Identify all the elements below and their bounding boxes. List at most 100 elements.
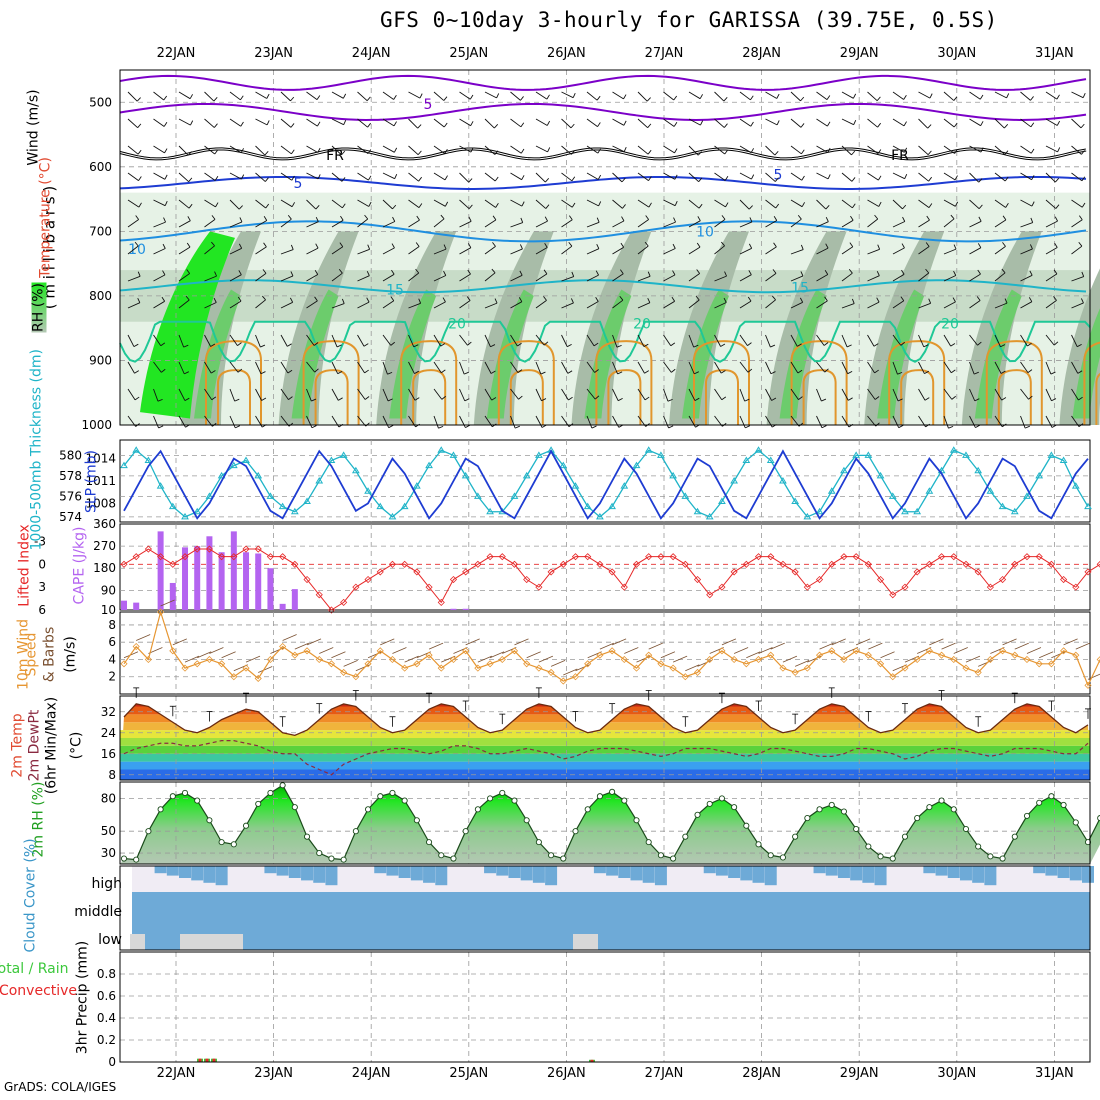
wind-barb-tick <box>774 177 779 182</box>
wind-barb <box>969 199 980 210</box>
t30-contour <box>412 369 447 425</box>
wind10-point <box>681 673 689 681</box>
wind-barb-tick <box>339 242 344 247</box>
cloud-high-bar <box>276 866 289 876</box>
wind-barb-tick <box>134 370 139 374</box>
cloud-high-bar <box>325 866 338 886</box>
t25-contour <box>888 340 946 425</box>
wind-barb <box>178 118 191 126</box>
t10-contour-label: 10 <box>696 224 714 240</box>
wind-barb-tick <box>164 174 168 180</box>
date-label-top: 29JAN <box>839 46 879 61</box>
wind-barb-tick <box>821 425 827 429</box>
wind-barb-tick <box>290 244 294 250</box>
lifted-index-point <box>950 553 958 561</box>
wind-barb-tick <box>694 397 700 401</box>
temp-band <box>120 769 1090 780</box>
wind-barb-tick <box>748 205 753 210</box>
rh-point <box>865 843 872 850</box>
wind-barb-tick <box>163 95 168 101</box>
wind-barb-tick <box>315 217 319 222</box>
wind-barb-tick <box>187 216 191 221</box>
wind10-frame <box>119 611 1091 695</box>
wind-barb <box>178 220 191 228</box>
wind10-point <box>266 655 274 664</box>
wind-barb <box>331 172 343 182</box>
wind-barb <box>943 118 955 128</box>
wind-barb <box>586 172 599 180</box>
wind-barb <box>867 91 878 102</box>
wind10-barb <box>319 647 334 654</box>
wind-barb-tick <box>572 92 576 98</box>
wind-barb-tick <box>519 270 523 276</box>
date-label-bottom: 23JAN <box>254 1066 293 1081</box>
wind10-barb <box>758 647 773 654</box>
wind10-barb <box>404 655 419 663</box>
wind-barb-tick <box>623 146 627 152</box>
rh-point <box>755 841 762 848</box>
cape-bar <box>121 600 127 610</box>
wind10-tick: 4 <box>108 652 116 666</box>
wind10-point <box>523 660 531 668</box>
pressure-tick: 1000 <box>81 418 112 432</box>
rh-point <box>926 804 933 811</box>
wind-barb-tick <box>723 297 727 303</box>
wind-barb <box>408 145 419 156</box>
wind-barb-tick <box>163 217 166 223</box>
wind-barb <box>586 415 593 429</box>
wind-barb <box>153 415 159 429</box>
rh-point <box>438 852 445 859</box>
wind10-point <box>413 660 421 668</box>
wind-barb-tick <box>571 202 576 208</box>
wind-barb <box>510 415 516 429</box>
rh-point <box>303 833 311 840</box>
wind-barb <box>331 199 343 209</box>
wind-barb-tick <box>725 202 729 208</box>
thickness-point <box>388 512 397 520</box>
wind-barb <box>765 220 777 228</box>
cloud-high-bar <box>972 866 985 883</box>
wind-barb-tick <box>927 124 932 129</box>
wind-barb-tick <box>416 215 420 221</box>
wind-barb <box>892 172 905 180</box>
wind-barb-tick <box>928 176 932 182</box>
wind-barb <box>306 300 318 309</box>
wind-barb <box>637 388 646 401</box>
wind10-point <box>1023 655 1031 664</box>
thickness-point <box>278 502 287 510</box>
thickness-point <box>901 507 909 515</box>
thickness-point <box>766 456 775 463</box>
wind-barb-tick <box>597 174 602 180</box>
wind-barb <box>892 415 900 428</box>
lifted-index-point <box>876 575 885 584</box>
wind-barb <box>714 145 726 155</box>
cloud-high-bar <box>630 866 643 881</box>
cloud-high-bar <box>837 866 850 878</box>
lifted-index-point <box>266 553 274 561</box>
wind-barb <box>790 361 799 374</box>
wind-barb <box>1071 334 1078 347</box>
wind-barb-tick <box>776 120 780 126</box>
rh-point <box>657 852 664 859</box>
wind-barb-tick <box>464 398 470 402</box>
thickness-point <box>669 471 677 479</box>
wind-barb <box>229 199 240 210</box>
wind-barb-tick <box>616 344 622 348</box>
wind-barb <box>688 118 701 126</box>
thickness-point <box>644 446 653 453</box>
wind-barb <box>1045 220 1058 228</box>
wind-barb-tick <box>214 271 217 277</box>
wind-barb <box>765 388 773 401</box>
wind-barb <box>765 199 777 209</box>
lifted-index-point <box>413 568 421 576</box>
wind-barb <box>229 300 242 309</box>
li-frame <box>119 523 1091 611</box>
rh-point <box>670 855 677 862</box>
wind-barb <box>561 361 569 374</box>
wind-barb-tick <box>903 95 907 100</box>
wind-barb-tick <box>341 298 345 304</box>
wind-barb-tick <box>544 216 548 222</box>
wind-barb <box>306 91 318 101</box>
lifted-index-point <box>254 545 262 553</box>
wind-barb-tick <box>419 93 423 99</box>
